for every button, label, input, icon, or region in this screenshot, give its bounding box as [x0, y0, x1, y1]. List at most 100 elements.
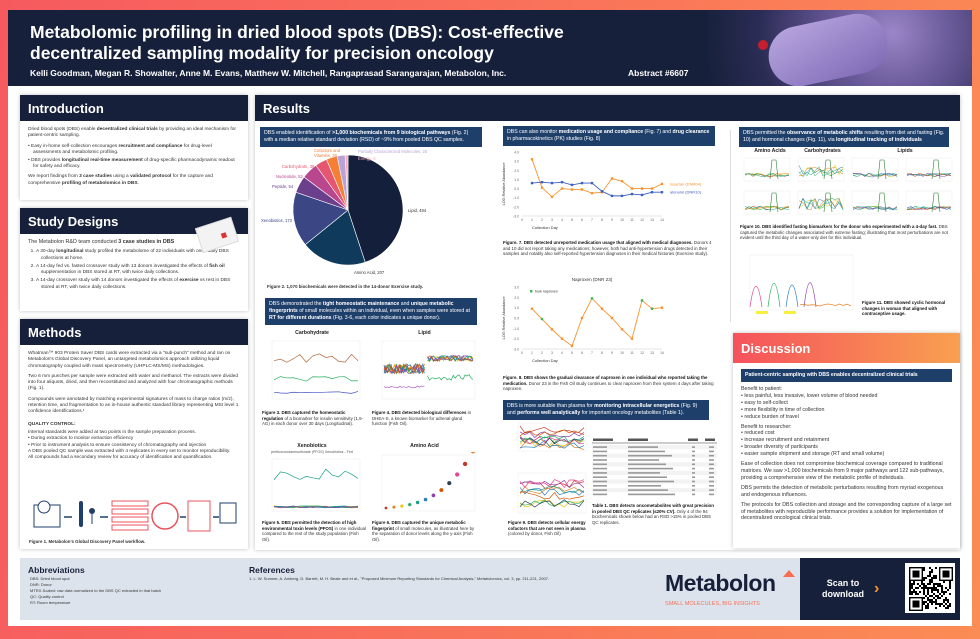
box-marker: [462, 461, 468, 467]
table-cell: [628, 459, 659, 461]
data-point: [570, 183, 574, 187]
table-cell: [628, 463, 666, 466]
metabolon-logo: Metabolon: [665, 570, 776, 596]
qr-module: [945, 591, 947, 593]
qr-module: [933, 583, 935, 585]
y-tick-label: 1.0: [514, 178, 519, 182]
qr-module: [949, 585, 951, 587]
pie-label: Energy, 9: [358, 156, 376, 161]
qr-module: [941, 603, 943, 605]
plot-area: [905, 190, 953, 215]
legend-label: took naproxen: [535, 289, 558, 293]
plot-area: [743, 190, 791, 215]
fig10-panel: [797, 157, 845, 182]
x-tick-label: 1: [531, 351, 533, 355]
table-cell: [593, 493, 607, 496]
qr-module: [939, 583, 941, 585]
abstract-number: Abstract #6607: [628, 68, 689, 78]
qr-module: [929, 587, 931, 589]
report-icon: [187, 500, 211, 532]
x-tick-label: 6: [581, 218, 583, 222]
box-marker: [400, 504, 404, 508]
reference-item: 1. L. W. Sumner, A. Amberg, D. Barrett, …: [249, 576, 550, 581]
plot-area: [517, 422, 587, 452]
qr-module: [945, 587, 947, 589]
table-cell: [593, 463, 607, 466]
qr-module: [929, 599, 931, 601]
table-header-cell: [593, 438, 613, 441]
data-point: [650, 187, 654, 190]
plot-area: [271, 458, 361, 512]
qr-module: [939, 603, 941, 605]
qr-module: [949, 581, 951, 583]
plot-area: [797, 190, 845, 215]
scientist-icon: [89, 508, 95, 514]
data-point: [640, 193, 644, 197]
fasting-spike: [823, 192, 833, 213]
qr-module: [931, 577, 933, 579]
computer-icon: [219, 502, 237, 524]
table-cell: [709, 459, 714, 461]
data-point: [530, 181, 534, 185]
data-point: [610, 194, 614, 198]
pie-label: Nucleotide, 52: [276, 174, 303, 179]
y-tick-label: -3.0: [513, 215, 519, 219]
series-line: [852, 173, 898, 178]
table-cell: [628, 476, 667, 478]
table-cell: [692, 446, 695, 448]
chevron-right-icon: ›: [874, 580, 880, 597]
fig10-header-carb: Carbohydrates: [804, 148, 841, 154]
qr-module: [917, 583, 919, 585]
table-cell: [692, 463, 695, 466]
qr-module: [911, 591, 913, 593]
x-tick-label: 13: [650, 351, 654, 355]
pie-slice-energy: [344, 154, 349, 211]
qr-module: [933, 585, 935, 587]
qr-finder-center: [912, 600, 920, 608]
qr-module: [933, 575, 935, 577]
table-cell: [709, 463, 714, 466]
qr-module: [931, 589, 933, 591]
qr-module: [935, 601, 937, 603]
x-tick-label: 8: [601, 218, 603, 222]
qr-module: [937, 585, 939, 587]
qr-module: [911, 585, 913, 587]
fasting-spike: [877, 159, 887, 180]
fig10-panel: [743, 157, 791, 182]
hormone-peak: [803, 282, 817, 308]
data-point: [540, 180, 544, 184]
callout-energetics: DBS is more suitable than plasma for mon…: [503, 400, 709, 420]
qr-module: [939, 605, 941, 607]
qr-module: [947, 599, 949, 601]
plot-area: [749, 254, 854, 311]
fig10-chart-grid: [740, 155, 955, 219]
series-line: [798, 198, 844, 210]
table-cell: [692, 459, 695, 461]
scan-to-download[interactable]: Scan to download ›: [800, 558, 960, 620]
qr-module: [929, 571, 931, 573]
series-line: [383, 363, 425, 375]
abbreviations-title: Abbreviations: [28, 565, 85, 575]
table-cell: [692, 476, 695, 478]
legend-marker: [530, 290, 533, 293]
x-tick-label: 4: [561, 218, 563, 222]
data-point: [650, 307, 654, 310]
series-line: [519, 491, 585, 500]
series-line: [906, 206, 952, 210]
series-line: [798, 197, 844, 211]
y-tick-label: -2.0: [513, 337, 519, 341]
study-item: A 14-day crossover study with 14 donors …: [36, 278, 240, 291]
series-line: [273, 391, 359, 394]
qr-module: [935, 583, 937, 585]
fig3-title: Carbohydrate: [295, 330, 329, 336]
qr-module: [929, 567, 931, 569]
qr-module: [949, 593, 951, 595]
qr-code[interactable]: [905, 563, 955, 613]
series-line: [798, 166, 844, 177]
series-line: [519, 439, 585, 449]
y-axis-label: LOG Relative Abundance: [502, 297, 506, 340]
table-header-cell: [628, 438, 648, 441]
table-cell: [709, 480, 714, 483]
qr-module: [923, 593, 925, 595]
qr-module: [943, 599, 945, 601]
